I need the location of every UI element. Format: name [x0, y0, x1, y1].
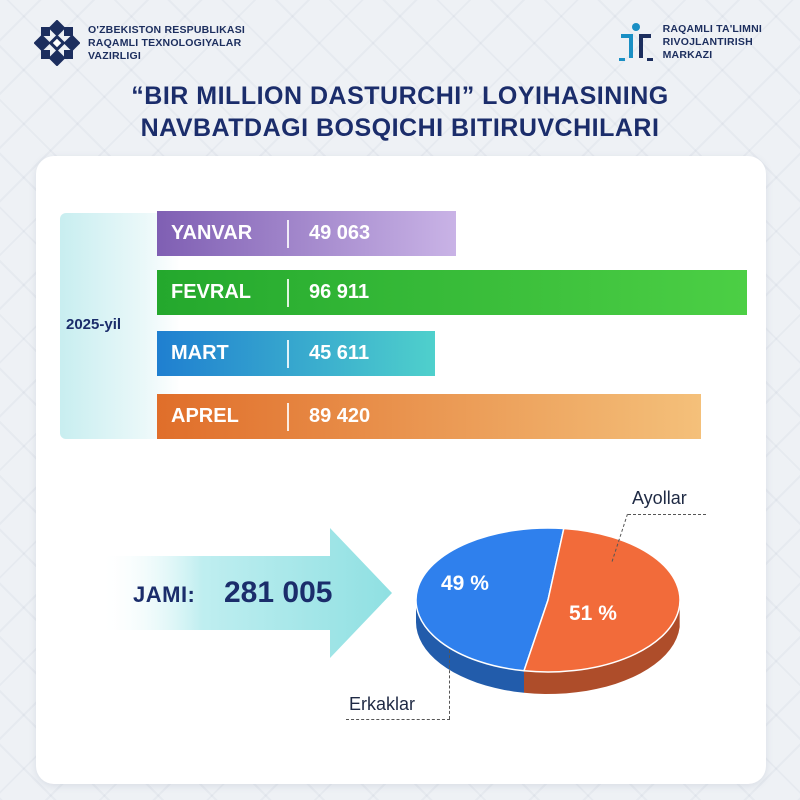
bar-separator: [287, 339, 289, 368]
bar-value-yanvar: 49 063: [309, 222, 371, 244]
bar-separator: [287, 278, 289, 307]
center-logo-line2: RIVOJLANTIRISH: [662, 35, 753, 48]
bar-label-fevral: FEVRAL: [171, 281, 251, 303]
bar-label-aprel: APREL: [171, 405, 239, 427]
pie-label-ayollar-value: 51 %: [569, 602, 617, 625]
bar-aprel: APREL 89 420: [157, 394, 701, 439]
bar-separator: [287, 402, 289, 431]
total-arrow-icon: [100, 528, 392, 658]
ministry-logo-line1: O'ZBEKISTON RESPUBLIKASI: [88, 23, 246, 36]
legend-ayollar: Ayollar: [632, 488, 687, 508]
pie-label-erkaklar-value: 49 %: [441, 572, 489, 595]
callout-line-erkaklar: [346, 719, 450, 720]
center-logo: RAQAMLI TA'LIMNI RIVOJLANTIRISH MARKAZI: [617, 22, 762, 62]
pie-slice-ayollar: [522, 527, 681, 673]
legend-erkaklar: Erkaklar: [349, 694, 416, 714]
ministry-logo: O'ZBEKISTON RESPUBLIKASI RAQAMLI TEXNOLO…: [34, 20, 245, 66]
page-title-line1: “BIR MILLION DASTURCHI” LOYIHASINING: [131, 82, 669, 110]
gender-pie-chart: [415, 527, 681, 694]
ministry-logo-line3: VAZIRLIGI: [88, 49, 141, 62]
callout-line-ayollar: [628, 514, 706, 515]
pie-slice-erkaklar: [415, 527, 565, 672]
bar-label-yanvar: YANVAR: [171, 222, 253, 244]
bar-value-aprel: 89 420: [309, 405, 371, 427]
bar-value-mart: 45 611: [309, 342, 370, 364]
digital-education-center-emblem-icon: [618, 23, 653, 61]
ministry-star-emblem-icon: [34, 20, 80, 66]
year-label: 2025-yil: [66, 316, 122, 333]
pie-side-erkaklar: [416, 600, 525, 693]
callout-pointer-erkaklar: [449, 650, 450, 719]
bar-value-fevral: 96 911: [309, 281, 370, 303]
bar-fevral: FEVRAL 96 911: [157, 270, 747, 315]
bar-label-mart: MART: [171, 342, 229, 364]
total-value: 281 005: [224, 576, 333, 609]
ministry-logo-line2: RAQAMLI TEXNOLOGIYALAR: [88, 36, 242, 49]
center-logo-line1: RAQAMLI TA'LIMNI: [662, 22, 762, 35]
center-logo-line3: MARKAZI: [662, 48, 713, 61]
total-label: JAMI:: [133, 582, 196, 607]
bar-separator: [287, 219, 289, 248]
bar-yanvar: YANVAR 49 063: [157, 211, 456, 256]
bar-mart: MART 45 611: [157, 331, 435, 376]
page-title-line2: NAVBATDAGI BOSQICHI BITIRUVCHILARI: [140, 114, 660, 142]
